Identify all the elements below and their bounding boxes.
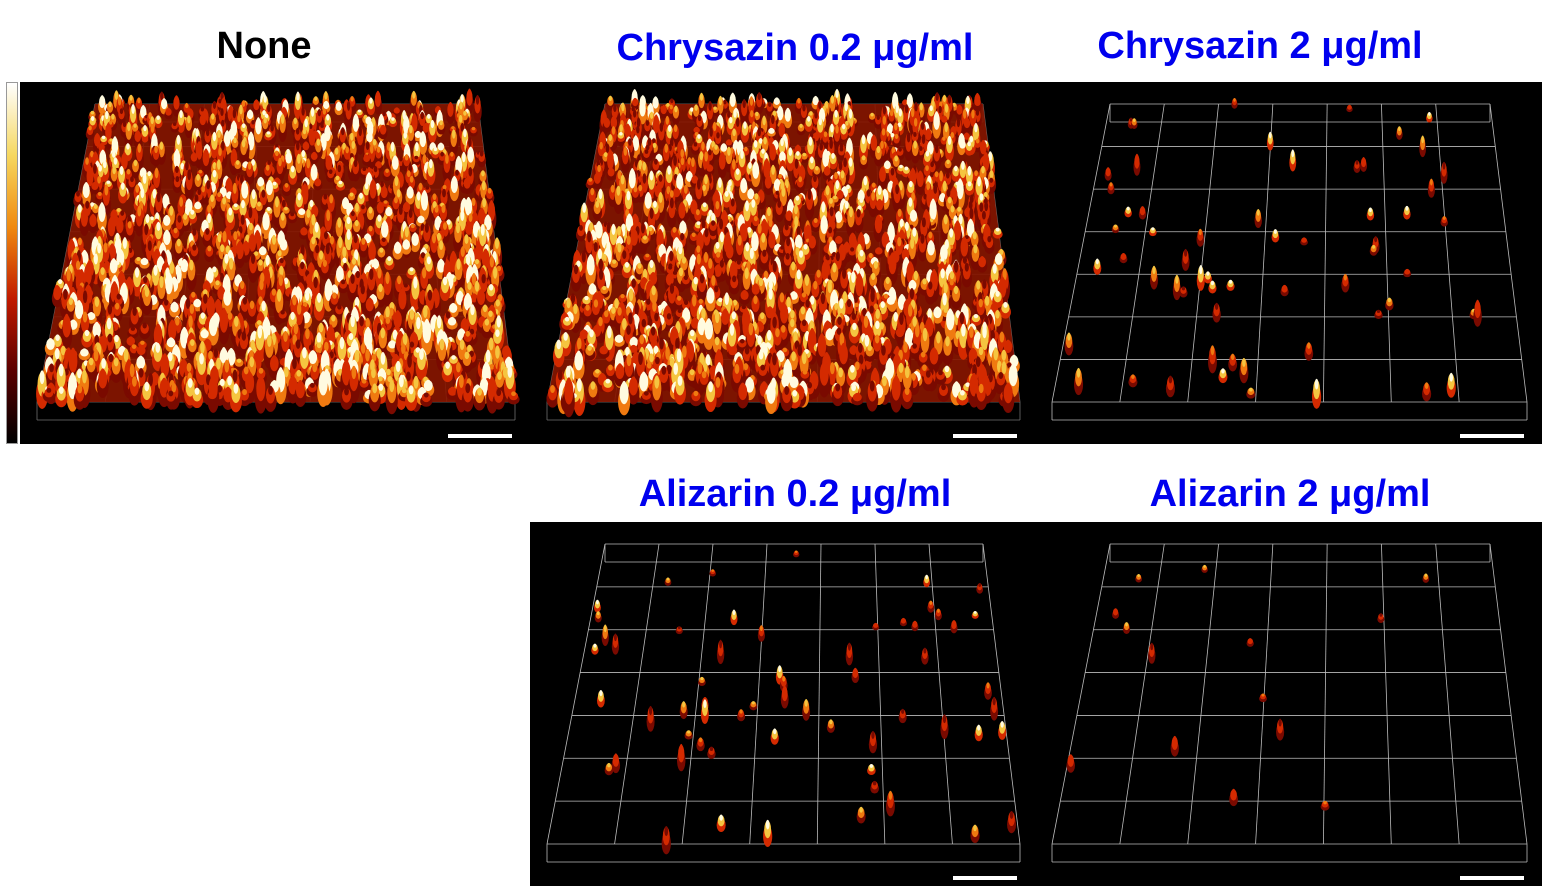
biofilm-3d-render-alizarin-02 xyxy=(546,543,1021,880)
render-grid xyxy=(1051,543,1528,863)
scale-bar xyxy=(953,876,1017,880)
cell-peaks xyxy=(36,88,520,415)
intensity-colorbar xyxy=(6,82,18,444)
render-grid xyxy=(1051,103,1528,421)
scale-bar xyxy=(953,434,1017,438)
scale-bar xyxy=(1460,434,1524,438)
panel-chrysazin-2 xyxy=(1035,82,1542,444)
scale-bar xyxy=(1460,876,1524,880)
panel-title-alizarin-02: Alizarin 0.2 μg/ml xyxy=(638,473,952,515)
cell-peaks xyxy=(591,550,1017,855)
panel-chrysazin-02 xyxy=(530,82,1035,444)
biofilm-3d-render-chrysazin-02 xyxy=(546,88,1021,438)
cell-peaks xyxy=(1064,97,1482,409)
panel-title-none: None xyxy=(216,25,312,67)
biofilm-3d-render-alizarin-2 xyxy=(1051,543,1528,880)
cell-peaks xyxy=(546,88,1020,418)
render-grid xyxy=(546,543,1021,863)
panel-alizarin-02 xyxy=(530,522,1035,886)
biofilm-3d-render-chrysazin-2 xyxy=(1051,97,1528,438)
panel-none xyxy=(20,82,530,444)
panel-title-alizarin-2: Alizarin 2 μg/ml xyxy=(1149,473,1431,515)
panel-title-chrysazin-02: Chrysazin 0.2 μg/ml xyxy=(616,27,974,69)
scale-bar xyxy=(448,434,512,438)
panel-alizarin-2 xyxy=(1035,522,1542,886)
panel-title-chrysazin-2: Chrysazin 2 μg/ml xyxy=(1097,25,1423,67)
cell-peaks xyxy=(1066,564,1430,811)
biofilm-3d-render-none xyxy=(36,88,520,438)
